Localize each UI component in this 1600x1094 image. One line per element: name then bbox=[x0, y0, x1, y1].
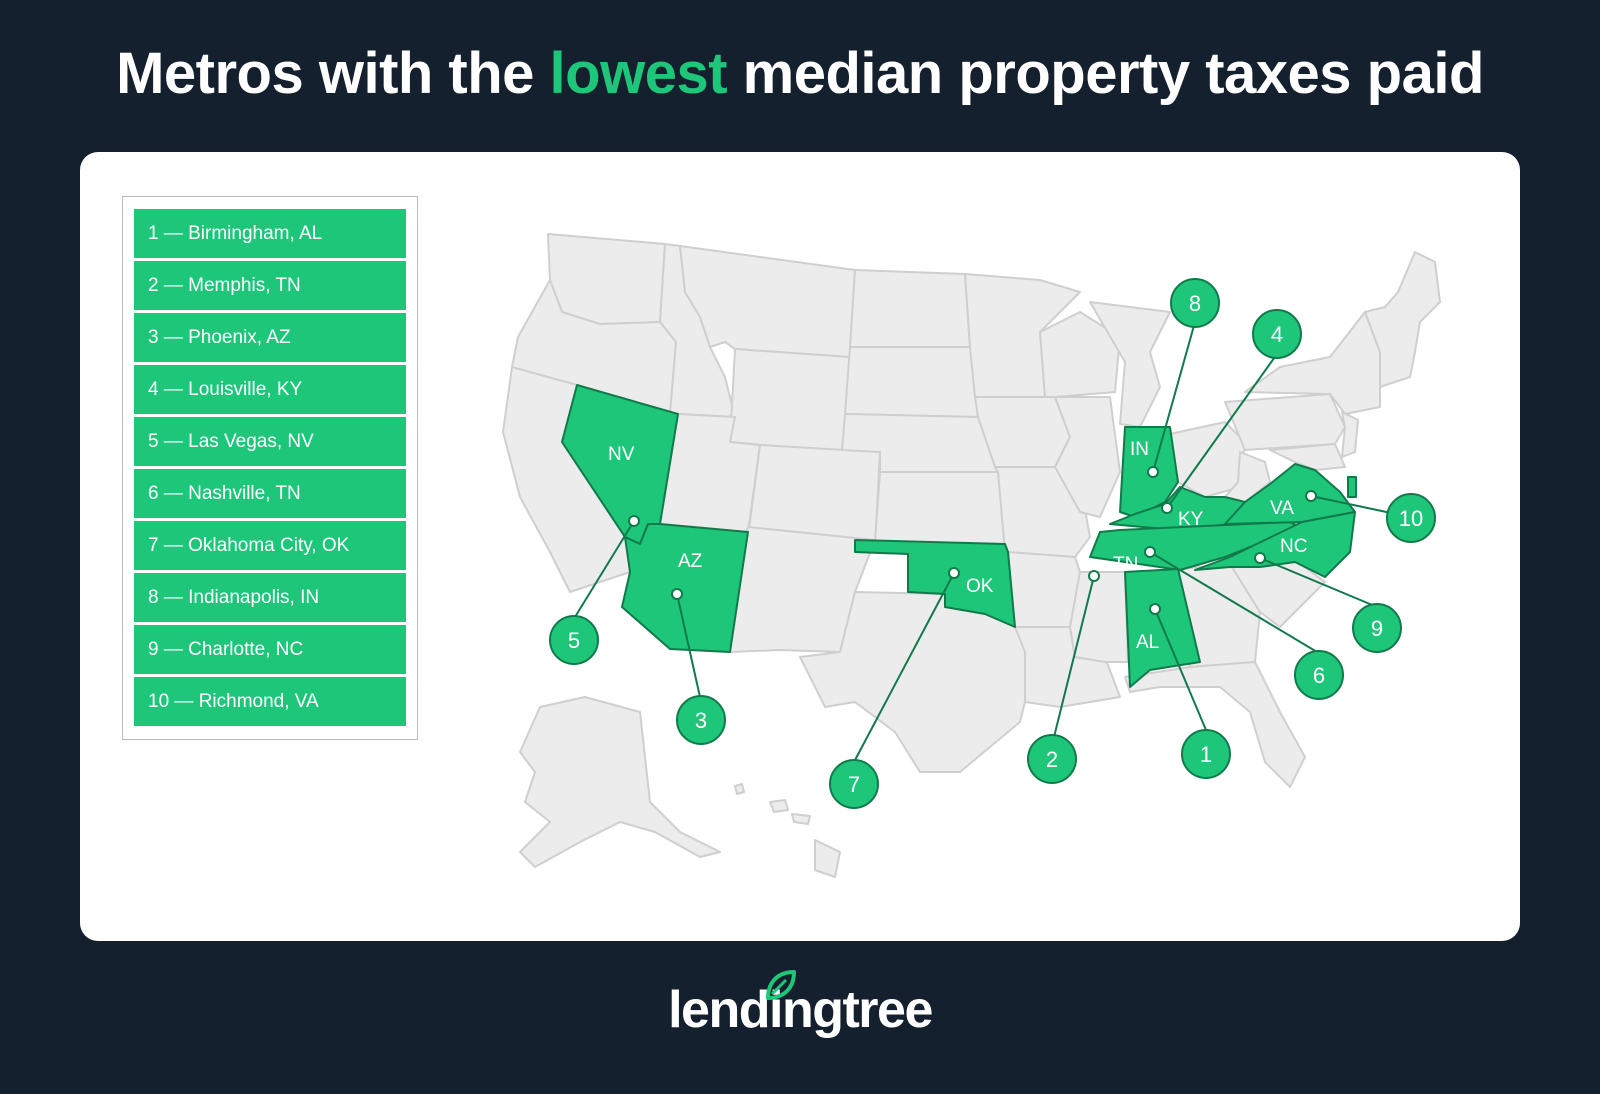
title-prefix: Metros with the bbox=[116, 41, 534, 106]
label-va: VA bbox=[1270, 498, 1294, 519]
legend-item-1: 1 — Birmingham, AL bbox=[134, 209, 406, 258]
state-ks bbox=[874, 471, 1006, 545]
state-hi-1 bbox=[734, 783, 745, 795]
leader-3 bbox=[676, 593, 701, 698]
badge-7 bbox=[829, 759, 879, 809]
city-dot-4 bbox=[1161, 502, 1173, 514]
state-hi-2 bbox=[769, 799, 789, 813]
state-nj bbox=[1341, 411, 1359, 458]
legend-item-6: 6 — Nashville, TN bbox=[134, 469, 406, 518]
label-az: AZ bbox=[678, 551, 703, 572]
rank-badges: 1 2 3 4 5 6 7 8 9 10 bbox=[549, 278, 1436, 809]
legend-item-3: 3 — Phoenix, AZ bbox=[134, 313, 406, 362]
badge-number-9: 9 bbox=[1371, 616, 1383, 641]
badge-6 bbox=[1294, 650, 1344, 700]
city-dot-6 bbox=[1144, 546, 1156, 558]
leader-lines bbox=[574, 321, 1411, 763]
leader-6 bbox=[1149, 551, 1318, 653]
state-az bbox=[621, 523, 749, 653]
state-wi bbox=[1039, 311, 1121, 398]
label-nv: NV bbox=[608, 444, 635, 465]
legend-item-4: 4 — Louisville, KY bbox=[134, 365, 406, 414]
label-tn: TN bbox=[1113, 554, 1138, 575]
badge-3 bbox=[676, 695, 726, 745]
state-md bbox=[1269, 443, 1346, 471]
label-ky: KY bbox=[1178, 509, 1204, 530]
state-nc bbox=[1194, 511, 1356, 578]
city-dot-10 bbox=[1305, 490, 1317, 502]
label-ok: OK bbox=[966, 576, 994, 597]
state-fl bbox=[1124, 661, 1306, 788]
legend-item-8: 8 — Indianapolis, IN bbox=[134, 573, 406, 622]
legend-item-9: 9 — Charlotte, NC bbox=[134, 625, 406, 674]
legend-item-7: 7 — Oklahoma City, OK bbox=[134, 521, 406, 570]
logo-wordmark: lendingtree bbox=[668, 970, 933, 1040]
legend-item-2: 2 — Memphis, TN bbox=[134, 261, 406, 310]
badge-number-3: 3 bbox=[695, 708, 707, 733]
badge-number-2: 2 bbox=[1046, 747, 1058, 772]
leader-5 bbox=[574, 520, 635, 618]
city-dot-3 bbox=[671, 588, 683, 600]
label-al: AL bbox=[1136, 632, 1159, 653]
lendingtree-logo: lendingtree bbox=[0, 970, 1600, 1040]
leader-8 bbox=[1152, 321, 1196, 473]
state-nd bbox=[849, 269, 971, 348]
state-wy bbox=[729, 348, 851, 453]
badge-number-1: 1 bbox=[1200, 742, 1212, 767]
state-hi-3 bbox=[791, 813, 811, 825]
city-dot-1 bbox=[1149, 603, 1161, 615]
label-in: IN bbox=[1130, 439, 1149, 460]
badge-number-8: 8 bbox=[1189, 291, 1201, 316]
badge-number-6: 6 bbox=[1313, 663, 1325, 688]
badge-number-7: 7 bbox=[848, 772, 860, 797]
state-de bbox=[1347, 476, 1357, 498]
leader-4 bbox=[1166, 353, 1278, 509]
state-wa bbox=[547, 233, 666, 325]
badge-number-10: 10 bbox=[1399, 506, 1423, 531]
badge-number-5: 5 bbox=[568, 628, 580, 653]
badge-4 bbox=[1252, 309, 1302, 359]
city-dot-2 bbox=[1088, 570, 1100, 582]
title-suffix: median property taxes paid bbox=[742, 41, 1485, 106]
badge-1 bbox=[1181, 729, 1231, 779]
state-ak bbox=[519, 696, 721, 868]
city-dot-9 bbox=[1254, 552, 1266, 564]
badge-number-4: 4 bbox=[1271, 322, 1283, 347]
city-dot-8 bbox=[1147, 466, 1159, 478]
city-dot-7 bbox=[948, 567, 960, 579]
map-panel: 1 — Birmingham, AL 2 — Memphis, TN 3 — P… bbox=[80, 152, 1520, 941]
legend-item-10: 10 — Richmond, VA bbox=[134, 677, 406, 726]
state-ok bbox=[854, 539, 1016, 628]
state-hi-4 bbox=[814, 839, 841, 878]
city-dots bbox=[628, 466, 1317, 615]
badge-9 bbox=[1352, 603, 1402, 653]
state-mi bbox=[1089, 301, 1171, 428]
leader-1 bbox=[1154, 608, 1207, 731]
label-nc: NC bbox=[1280, 536, 1307, 557]
state-new-england bbox=[1364, 251, 1441, 388]
city-dot-5 bbox=[628, 515, 640, 527]
state-ms bbox=[1069, 571, 1129, 663]
state-il bbox=[1054, 396, 1121, 518]
page-title: Metros with the lowest median property t… bbox=[0, 40, 1600, 107]
ranking-legend: 1 — Birmingham, AL 2 — Memphis, TN 3 — P… bbox=[122, 196, 418, 740]
leader-7 bbox=[853, 572, 955, 763]
badge-5 bbox=[549, 615, 599, 665]
leader-2 bbox=[1053, 575, 1095, 738]
us-map: NV AZ OK IN KY TN AL VA NC bbox=[502, 233, 1441, 878]
badge-8 bbox=[1170, 278, 1220, 328]
leaf-icon bbox=[766, 970, 797, 1000]
state-ar bbox=[1007, 551, 1081, 628]
state-sd bbox=[844, 346, 979, 418]
state-pa bbox=[1224, 393, 1346, 451]
leader-9 bbox=[1259, 557, 1378, 608]
logo-text: lendingtree bbox=[668, 981, 933, 1039]
title-highlight: lowest bbox=[549, 41, 728, 106]
base-states bbox=[502, 233, 1441, 878]
badge-10 bbox=[1386, 493, 1436, 543]
legend-item-5: 5 — Las Vegas, NV bbox=[134, 417, 406, 466]
badge-2 bbox=[1027, 734, 1077, 784]
